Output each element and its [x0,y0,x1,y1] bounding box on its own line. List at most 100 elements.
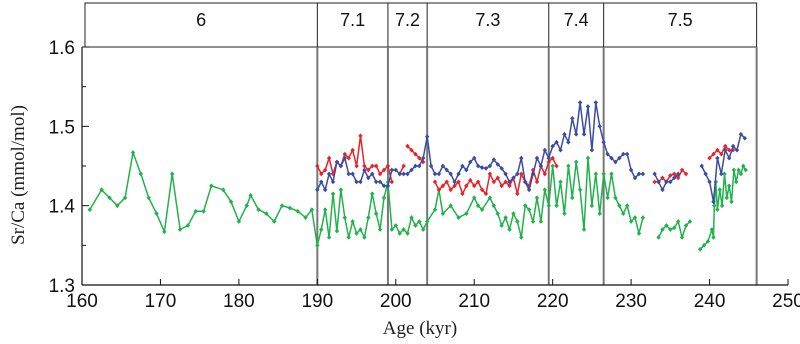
data-point [707,155,712,161]
data-point [385,183,391,189]
data-point [609,155,614,161]
data-point [687,219,693,224]
data-point [491,179,497,185]
data-point [464,211,469,216]
data-point [354,231,359,236]
data-point [409,167,414,173]
data-point [452,179,457,185]
data-point [405,171,410,177]
data-point [401,227,406,232]
data-point [562,131,567,137]
data-point [719,171,724,177]
data-point [734,179,739,185]
data-point [373,179,379,185]
data-point [554,203,559,209]
data-point [99,187,104,193]
data-point [385,163,391,169]
data-point [358,227,363,232]
data-point [326,155,332,161]
data-point [550,143,555,149]
data-point [656,179,661,185]
data-point [534,195,540,201]
data-point [558,179,563,185]
x-tick-label: 210 [458,291,490,312]
data-point [338,187,344,193]
data-point [322,187,328,193]
data-point [581,131,587,137]
data-point [373,163,379,169]
data-point [660,187,665,193]
stage-label: 7.1 [340,10,365,30]
data-point [138,171,144,177]
data-point [652,171,657,177]
data-point [624,151,630,157]
data-point [503,179,508,185]
data-point [519,171,524,177]
series-2 [315,100,748,205]
data-point [264,211,269,216]
data-point [456,171,461,177]
data-point [679,235,685,240]
series-line [316,101,643,191]
data-point [393,167,398,173]
series-0 [87,150,748,252]
data-point [683,171,689,177]
data-point [221,187,226,193]
data-point [726,147,732,153]
data-point [550,163,555,169]
data-point [534,155,540,161]
data-point [401,163,406,169]
data-point [640,171,646,177]
data-point [577,100,583,105]
data-point [734,147,740,153]
data-point [621,211,626,216]
series-line [699,165,747,250]
data-point [287,205,293,211]
data-point [334,159,340,165]
data-point [389,179,395,185]
data-point [507,179,512,185]
data-point [566,163,571,169]
data-point [511,211,516,216]
data-point [515,219,520,224]
data-point [585,104,591,109]
data-point [487,163,493,169]
data-point [87,207,93,213]
data-point [546,203,551,209]
data-point [315,163,320,169]
data-point [326,171,332,177]
data-point [315,242,320,248]
data-point [581,227,587,232]
data-point [570,116,575,121]
data-point [562,211,567,216]
data-point [346,155,351,161]
data-point [421,227,426,232]
stage-label: 7.2 [395,10,420,30]
data-point [515,191,520,197]
data-point [723,143,728,149]
data-point [491,203,497,209]
data-point [683,223,689,228]
data-point [350,147,355,153]
data-point [538,163,544,169]
data-point [668,173,673,178]
data-point [432,207,438,213]
data-point [495,162,500,167]
data-point [381,183,387,189]
data-point [436,187,442,193]
data-point [295,208,300,214]
data-point [448,187,453,193]
data-point [715,207,720,213]
data-point [248,192,253,198]
data-point [628,219,634,224]
data-point [731,167,737,173]
data-point [554,163,559,169]
data-point [628,167,634,173]
data-point [558,147,563,153]
data-point [730,143,736,149]
data-point [495,211,500,216]
data-point [566,139,571,145]
data-point [511,175,516,181]
data-point [472,183,477,189]
data-point [346,171,351,177]
